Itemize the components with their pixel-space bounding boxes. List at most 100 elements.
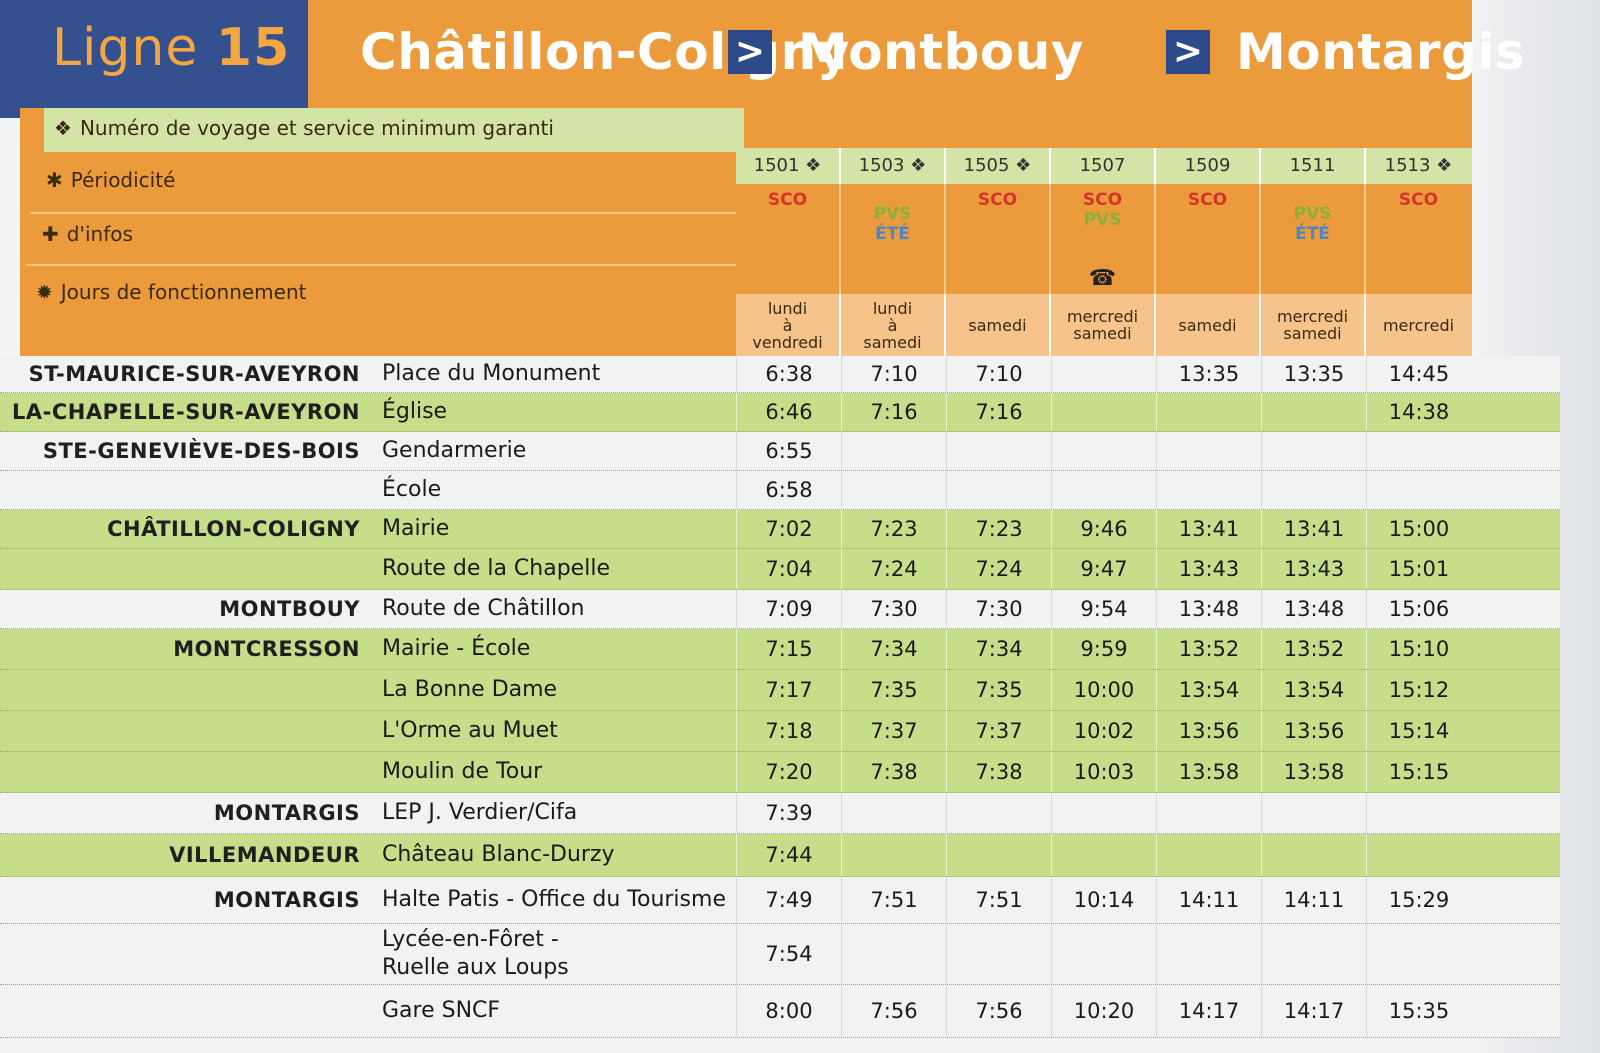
departure-time [1366, 793, 1471, 833]
info-cell [946, 264, 1051, 294]
info-cell [1366, 264, 1471, 294]
periodicity-cell: SCO PVS [1051, 184, 1156, 264]
departure-time [946, 471, 1051, 509]
departure-time: 7:51 [841, 877, 946, 923]
departure-time: 14:38 [1366, 393, 1471, 431]
departure-time [1156, 793, 1261, 833]
departure-time: 7:17 [736, 670, 841, 710]
label-numero: ❖ Numéro de voyage et service minimum gar… [54, 116, 554, 140]
table-row: École 6:58 [0, 471, 1560, 510]
departure-time: 15:15 [1366, 752, 1471, 792]
line-label: Ligne 15 [52, 18, 290, 78]
departure-time [1156, 924, 1261, 984]
divider [30, 212, 736, 214]
departure-time [1051, 924, 1156, 984]
timetable-rows: ST-MAURICE-SUR-AVEYRON Place du Monument 6… [0, 356, 1560, 1038]
trip-number: 1511 [1261, 148, 1366, 184]
departure-time: 14:11 [1156, 877, 1261, 923]
trip-number: 1513 ❖ [1384, 155, 1453, 176]
departure-time: 6:55 [736, 432, 841, 470]
departure-time: 7:54 [736, 924, 841, 984]
table-row: La Bonne Dame 7:17 7:35 7:35 10:00 13:54 13:54… [0, 670, 1560, 711]
departure-time: 7:20 [736, 752, 841, 792]
departure-time: 15:35 [1366, 985, 1471, 1037]
trip-number: 1503 ❖ [841, 148, 946, 184]
departure-time: 9:47 [1051, 549, 1156, 589]
periodicity-code: PVS [1083, 210, 1122, 230]
departure-time: 7:04 [736, 549, 841, 589]
departure-time: 15:00 [1366, 510, 1471, 548]
table-row: Moulin de Tour 7:20 7:38 7:38 10:03 13:58 13:5… [0, 752, 1560, 793]
trip-number: 1507 [1051, 148, 1156, 184]
stop-name: Route de Châtillon [382, 596, 585, 621]
departure-time [1051, 356, 1156, 392]
stop-name: LEP J. Verdier/Cifa [382, 800, 578, 825]
periodicity-code: SCO [977, 190, 1018, 210]
periodicity-code: SCO [1082, 190, 1123, 210]
commune-name: MONTBOUY [219, 597, 360, 621]
stop-name: La Bonne Dame [382, 677, 558, 702]
departure-time [1261, 393, 1366, 431]
periodicity-code: SCO [1398, 190, 1439, 210]
row-times: 7:18 7:37 7:37 10:02 13:56 13:56 15:14 [736, 711, 1472, 751]
row-times: 7:02 7:23 7:23 9:46 13:41 13:41 15:00 [736, 510, 1472, 548]
departure-time: 13:52 [1156, 629, 1261, 669]
departure-time [1051, 471, 1156, 509]
departure-time: 13:56 [1261, 711, 1366, 751]
operating-days-cell: samedi [946, 294, 1051, 356]
departure-time [1051, 834, 1156, 876]
trip-numbers: 1501 ❖ 1503 ❖ 1505 ❖ 1507 1509 1511 1513… [736, 148, 1472, 184]
departure-time: 13:58 [1156, 752, 1261, 792]
departure-time: 9:46 [1051, 510, 1156, 548]
stop-name: Mairie - École [382, 636, 531, 661]
departure-time [1366, 471, 1471, 509]
departure-time: 13:52 [1261, 629, 1366, 669]
departure-time: 13:54 [1156, 670, 1261, 710]
departure-time: 7:35 [946, 670, 1051, 710]
departure-time [841, 471, 946, 509]
route-stop-2: Montbouy [798, 23, 1084, 81]
stop-name: Halte Patis - Office du Tourisme [382, 887, 726, 912]
row-times: 7:15 7:34 7:34 9:59 13:52 13:52 15:10 [736, 629, 1472, 669]
departure-time: 7:49 [736, 877, 841, 923]
departure-time: 7:37 [841, 711, 946, 751]
departure-time: 13:48 [1261, 590, 1366, 628]
sun-icon: ✹ [36, 280, 53, 304]
title-band [308, 0, 1472, 118]
departure-time: 13:41 [1156, 510, 1261, 548]
departure-time: 6:38 [736, 356, 841, 392]
departure-time: 7:09 [736, 590, 841, 628]
row-times: 7:09 7:30 7:30 9:54 13:48 13:48 15:06 [736, 590, 1472, 628]
row-times: 7:20 7:38 7:38 10:03 13:58 13:58 15:15 [736, 752, 1472, 792]
table-row: MONTCRESSON Mairie - École 7:15 7:34 7:34 9:5… [0, 629, 1560, 670]
departure-time: 13:41 [1261, 510, 1366, 548]
row-times: 7:54 [736, 924, 1472, 984]
row-times: 7:04 7:24 7:24 9:47 13:43 13:43 15:01 [736, 549, 1472, 589]
trip-number-strip [44, 108, 744, 152]
phone-icon: ☎ [1051, 264, 1156, 294]
row-times: 6:55 [736, 432, 1472, 470]
departure-time: 7:34 [946, 629, 1051, 669]
departure-time [1051, 793, 1156, 833]
departure-time: 15:29 [1366, 877, 1471, 923]
departure-time: 10:14 [1051, 877, 1156, 923]
departure-time: 14:17 [1156, 985, 1261, 1037]
departure-time: 7:24 [841, 549, 946, 589]
table-row: MONTBOUY Route de Châtillon 7:09 7:30 7:30 9:… [0, 590, 1560, 629]
info-row: ☎ [736, 264, 1472, 294]
stop-name: Place du Monument [382, 361, 601, 386]
departure-time: 14:45 [1366, 356, 1471, 392]
departure-time: 7:34 [841, 629, 946, 669]
stop-name: Mairie [382, 516, 450, 541]
route-stop-3: Montargis [1236, 23, 1526, 81]
periodicity-code: PVS [873, 204, 912, 224]
row-times: 6:58 [736, 471, 1472, 509]
departure-time: 10:20 [1051, 985, 1156, 1037]
departure-time: 15:06 [1366, 590, 1471, 628]
commune-name: STE-GENEVIÈVE-DES-BOIS [42, 439, 360, 463]
departure-time: 7:16 [946, 393, 1051, 431]
commune-name: CHÂTILLON-COLIGNY [107, 517, 360, 541]
table-row: MONTARGIS LEP J. Verdier/Cifa 7:39 [0, 793, 1560, 834]
departure-time: 8:00 [736, 985, 841, 1037]
table-row: Gare SNCF 8:00 7:56 7:56 10:20 14:17 14:17 15:3… [0, 985, 1560, 1038]
